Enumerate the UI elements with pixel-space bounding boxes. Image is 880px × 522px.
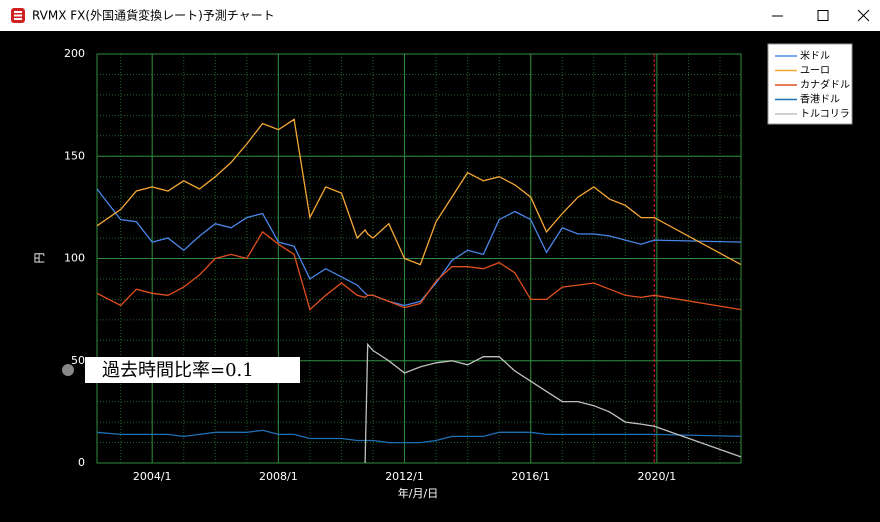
y-tick-label: 50 (71, 354, 85, 367)
overlay-box (85, 357, 300, 383)
legend-label: 米ドル (800, 49, 830, 62)
title-bar (0, 0, 880, 31)
plot-frame (96, 53, 742, 464)
series-line (96, 230, 742, 311)
x-tick-label: 2004/1 (133, 470, 172, 483)
y-tick-label: 100 (64, 252, 85, 265)
x-tick-label: 2016/1 (511, 470, 550, 483)
close-button[interactable] (857, 9, 870, 22)
legend-label: 香港ドル (800, 94, 840, 106)
x-tick-label: 2008/1 (259, 470, 298, 483)
app-icon (11, 8, 25, 23)
legend-label: ユーロ (800, 66, 830, 77)
series-line (96, 118, 742, 266)
series-line (364, 342, 742, 464)
series-line (96, 429, 742, 444)
legend (767, 43, 853, 125)
y-tick-label: 150 (64, 149, 85, 162)
y-axis-label: 円 (33, 253, 46, 264)
x-tick-label: 2012/1 (385, 470, 424, 483)
x-tick-label: 2020/1 (638, 470, 677, 483)
window-title: RVMX FX(外国通貨変換レート)予測チャート (32, 8, 275, 23)
legend-label: トルコリラ (800, 108, 850, 120)
legend-label: カナダドル (800, 78, 850, 91)
y-tick-label: 200 (64, 47, 85, 60)
slider-thumb[interactable] (62, 364, 74, 376)
overlay-label: 過去時間比率=0.1 (102, 360, 254, 381)
maximize-button[interactable] (817, 10, 829, 21)
x-axis-label: 年/月/日 (398, 486, 438, 500)
plot: 0 50 100 150 200 2004/1 2008/1 2012/1 2016/1 2020… (64, 47, 742, 483)
y-tick-label: 0 (78, 456, 85, 469)
